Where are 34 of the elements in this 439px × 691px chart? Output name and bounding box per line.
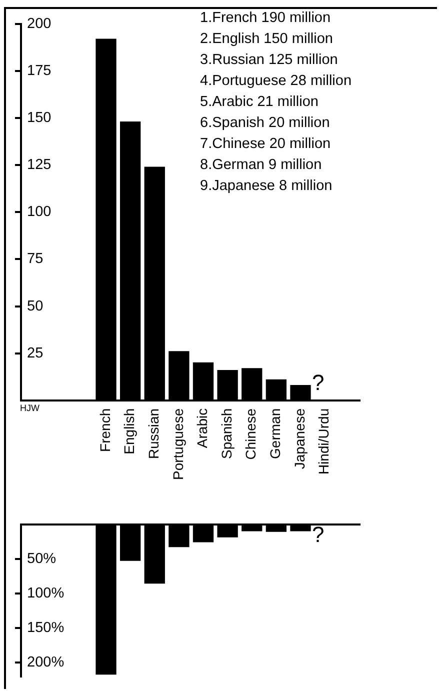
y-tick-label: 25 [27,345,44,362]
annotation: 1.French 190 million [200,9,332,28]
y-tick-label: 100% [27,586,64,602]
annotation: 4.Portuguese 28 million [200,72,352,91]
x-tick-label: Spanish [218,408,234,459]
annotation: 8.German 9 million [200,156,323,175]
y-tick-label: 100 [27,204,52,220]
x-tick-label: German [267,408,284,459]
annotation: 2.English 150 million [200,30,334,49]
y-tick-label: 200% [27,654,64,671]
annotation: ? [312,370,324,396]
x-tick-label: Arabic [194,408,210,448]
y-tick-label: 75 [27,251,44,268]
x-tick-label: Russian [146,408,162,459]
x-tick-label: Hindi/Urdu [316,408,332,475]
x-tick-label: Portuguese [170,408,186,480]
x-tick-label: Japanese [291,408,308,470]
text: HJW [20,403,40,413]
y-tick-label: 50% [27,551,56,568]
y-tick-label: 150 [27,110,52,126]
annotation: ? [312,522,324,548]
annotation: 3.Russian 125 million [200,51,339,70]
y-tick-label: 175 [27,63,52,80]
x-tick-label: Chinese [242,408,259,460]
y-tick-label: 200 [27,16,52,32]
annotation: 6.Spanish 20 million [200,114,331,133]
annotation: 5.Arabic 21 million [200,93,320,112]
annotation: 7.Chinese 20 million [200,135,332,154]
y-tick-label: 150% [27,620,64,636]
annotation: 9.Japanese 8 million [200,177,334,196]
x-tick-label: French [96,408,113,452]
y-tick-label: 125 [27,157,52,174]
y-tick-label: 50 [27,298,44,314]
x-tick-label: English [121,408,138,454]
